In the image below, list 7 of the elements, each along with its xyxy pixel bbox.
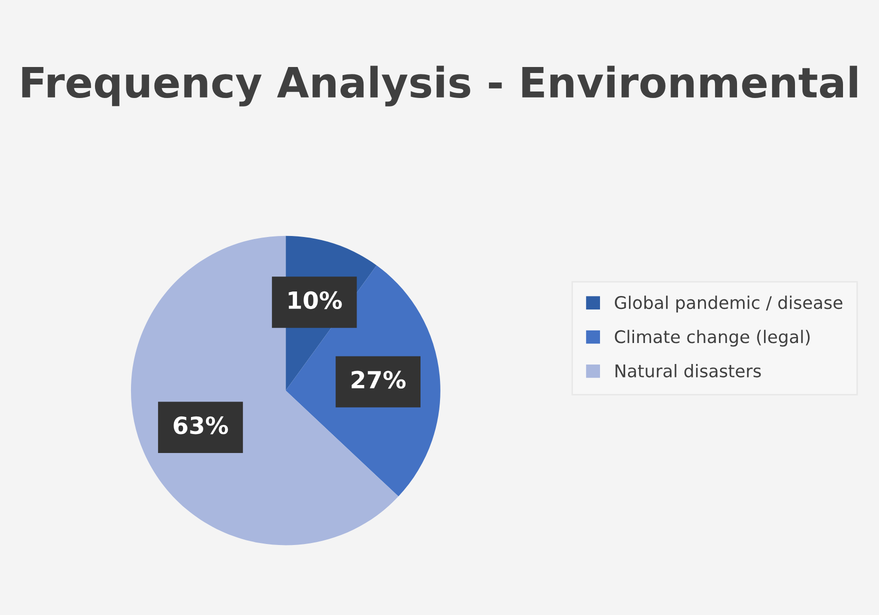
data-label: 63% [174,416,228,434]
legend-label: Global pandemic / disease [614,296,842,312]
data-label: 27% [352,370,406,389]
legend-label: Climate change (legal) [614,330,810,347]
legend-label: Natural disasters [616,364,761,378]
data-label: 10% [288,291,342,310]
chart-title: Frequency Analysis - Environmental [22,66,858,106]
